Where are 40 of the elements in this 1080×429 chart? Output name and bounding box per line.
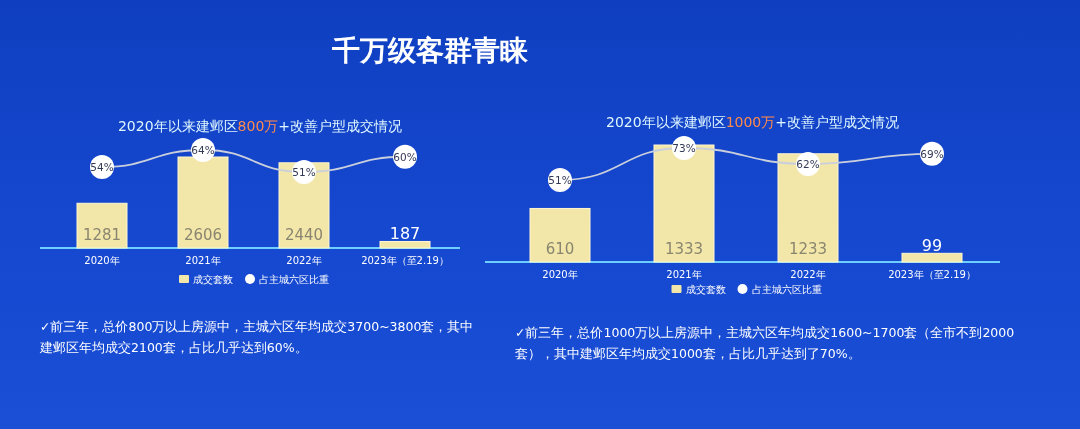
chart-subtitle: 2020年以来建邺区800万+改善户型成交情况 [117, 118, 403, 134]
bar [177, 156, 229, 249]
data-label: 64% [191, 144, 215, 156]
bar [653, 144, 715, 263]
data-label: 1233 [788, 240, 828, 258]
data-label: 99 [921, 236, 943, 256]
data-label: 51% [292, 166, 316, 178]
x-tick-label: 2021年 [666, 269, 702, 280]
data-label: 60% [393, 150, 417, 163]
x-tick-label: 2023年（至2.19） [888, 269, 976, 280]
data-label: 73% [672, 142, 696, 154]
data-label: 1281 [82, 226, 122, 244]
bar [777, 153, 839, 263]
x-tick-label: 2020年 [542, 269, 578, 280]
x-tick-label: 2022年 [790, 269, 826, 280]
chart-subtitle: 2020年以来建邺区1000万+改善户型成交情况 [605, 114, 900, 130]
legend-label: 占主城六区比重 [259, 274, 329, 285]
text: ✓前三年，总价800万以上房源中，主城六区年均成交3700~3800套，其中建邺区年均成交2100套，占比几乎达到60%。 [40, 318, 475, 357]
text: ✓前三年，总价1000万以上房源中，主城六区年均成交1600~1700套（全市不到2000套），其中建邺区年均成交1000套，占比几乎达到了70%。 [515, 324, 1016, 363]
data-label: 51% [548, 174, 572, 186]
bar [76, 202, 128, 249]
chart-title: 千万级客群青睐 [331, 34, 529, 67]
text: 成交套数 [685, 284, 726, 295]
x-tick-label: 2020年 [84, 255, 120, 266]
bar [379, 240, 431, 249]
data-label: 54% [90, 160, 114, 173]
x-tick-label: 2022年 [286, 255, 322, 266]
bar [529, 207, 591, 263]
legend-label: 占主城六区比重 [751, 284, 822, 295]
data-label: 2606 [183, 226, 223, 244]
x-tick-label: 2021年 [185, 255, 221, 266]
data-label: 1333 [664, 240, 704, 258]
text: 成交套数 [193, 274, 233, 285]
x-tick-label: 2023年（至2.19） [361, 255, 449, 266]
data-label: 187 [389, 224, 421, 244]
data-label: 62% [796, 158, 820, 170]
data-label: 69% [920, 147, 944, 160]
data-label: 610 [545, 240, 575, 258]
data-label: 2440 [284, 226, 324, 244]
bar [901, 252, 963, 263]
